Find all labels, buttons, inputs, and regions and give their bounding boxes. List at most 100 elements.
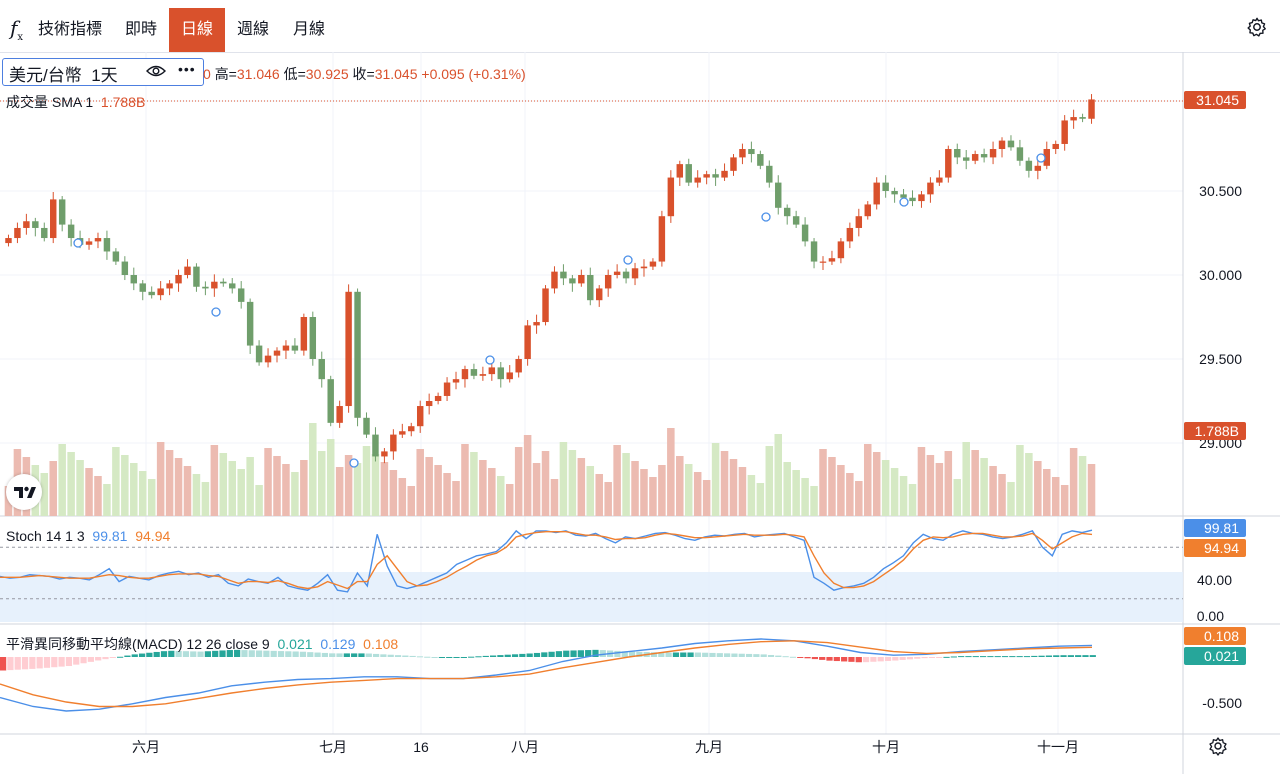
volume-bar [747, 475, 756, 516]
volume-bar [1007, 482, 1015, 516]
candle-body [542, 288, 549, 323]
candle-body [461, 369, 469, 380]
time-tick-label: 八月 [511, 739, 539, 755]
macd-histogram-bar [936, 657, 943, 658]
candle-body [622, 271, 630, 279]
candle-body [237, 288, 245, 302]
macd-histogram-bar [811, 657, 818, 660]
symbol-selector[interactable]: 美元/台幣 1天 ••• [2, 58, 204, 86]
interval-daily-button[interactable]: 日線 [169, 8, 226, 52]
volume-bar [774, 434, 783, 516]
macd-histogram-bar [599, 650, 606, 657]
volume-bar [872, 452, 881, 516]
macd-histogram-bar [168, 650, 175, 657]
macd-histogram-bar [0, 657, 7, 671]
candle-body [23, 221, 30, 228]
candle-body [855, 216, 863, 228]
volume-bar [1025, 453, 1033, 516]
candle-body [792, 216, 800, 225]
volume-bar [1051, 477, 1060, 516]
macd-histogram-bar [928, 657, 936, 658]
macd-histogram-bar [329, 653, 336, 657]
macd-signal-tag: 0.108 [1204, 628, 1239, 644]
candle-body [121, 261, 129, 275]
macd-histogram-bar [1053, 655, 1060, 657]
macd-histogram-bar [585, 650, 592, 657]
macd-histogram-bar [102, 657, 109, 660]
candle-body [954, 149, 961, 158]
macd-histogram-bar [753, 654, 760, 657]
macd-histogram-bar [387, 654, 394, 657]
interval-weekly-button[interactable]: 週線 [237, 21, 270, 38]
macd-histogram-bar [1001, 656, 1009, 658]
volume-bar [514, 447, 523, 516]
more-options-icon[interactable]: ••• [178, 61, 196, 77]
price-chart[interactable]: 31.00030.50030.00029.50029.00040.000.00-… [0, 52, 1280, 774]
volume-bar [667, 428, 675, 516]
stoch-k-line [0, 529, 1093, 593]
candle-body [211, 281, 218, 289]
macd-histogram-bar [899, 657, 906, 660]
macd-histogram-bar [892, 657, 899, 661]
time-tick-label: 十月 [872, 739, 900, 755]
macd-hist-tag-bg [1184, 647, 1246, 665]
volume-bar [201, 482, 210, 516]
volume-bar [121, 455, 129, 516]
candle-body [390, 434, 397, 452]
macd-tick-label: -0.500 [1202, 695, 1242, 711]
candle-body [945, 149, 952, 178]
last-price-tag-bg [1184, 91, 1246, 109]
indicators-button[interactable]: 技術指標 [38, 21, 103, 38]
candle-body [1088, 99, 1095, 119]
time-tick-label: 十一月 [1037, 739, 1079, 755]
settings-gear-icon[interactable] [1246, 16, 1268, 38]
indicators-fx-icon[interactable]: fx [10, 16, 24, 43]
visibility-eye-icon[interactable] [146, 63, 166, 79]
volume-bar [488, 468, 496, 516]
volume-bar [613, 445, 621, 516]
volume-bar [828, 457, 836, 516]
candle-body [962, 157, 970, 161]
volume-bar [559, 442, 568, 516]
candle-body [309, 317, 317, 359]
macd-histogram-bar [826, 657, 833, 661]
macd-histogram-bar [709, 652, 716, 657]
candle-body [416, 406, 424, 427]
event-markers [73, 153, 1046, 468]
macd-histogram-bar [482, 655, 489, 657]
time-axis-settings-icon[interactable] [1209, 737, 1227, 756]
macd-histogram-bar [533, 652, 541, 657]
candle-body [399, 431, 406, 435]
volume-bar [49, 461, 57, 516]
macd-histogram-bar [570, 650, 577, 657]
candle-body [1007, 140, 1015, 148]
candle-body [900, 194, 907, 198]
volume-bar [443, 473, 451, 516]
macd-histogram-bar [738, 653, 745, 657]
macd-histogram-bar [182, 651, 190, 657]
event-marker [899, 197, 909, 207]
candle-body [631, 268, 639, 279]
macd-histogram-bar [921, 657, 928, 659]
tradingview-logo[interactable] [6, 474, 42, 510]
candle-body [927, 182, 934, 195]
macd-histogram-bar [138, 653, 146, 657]
macd-histogram-bar [511, 654, 519, 657]
macd-histogram-bar [979, 656, 987, 658]
candle-body [139, 283, 146, 292]
volume-bar [971, 450, 979, 516]
volume-bar [389, 470, 398, 516]
volume-bar [855, 481, 863, 516]
volume-bar [738, 467, 747, 516]
volume-bar [783, 462, 791, 516]
candle-body [336, 406, 343, 423]
candle-body [354, 291, 361, 418]
volume-bar [684, 464, 693, 516]
candle-body [676, 164, 684, 178]
macd-histogram-bar [234, 649, 241, 657]
macd-histogram-bar [716, 653, 723, 657]
interval-realtime-button[interactable]: 即時 [125, 21, 158, 38]
interval-monthly-button[interactable]: 月線 [293, 21, 326, 38]
candle-body [801, 224, 809, 242]
candle-body [891, 191, 898, 195]
